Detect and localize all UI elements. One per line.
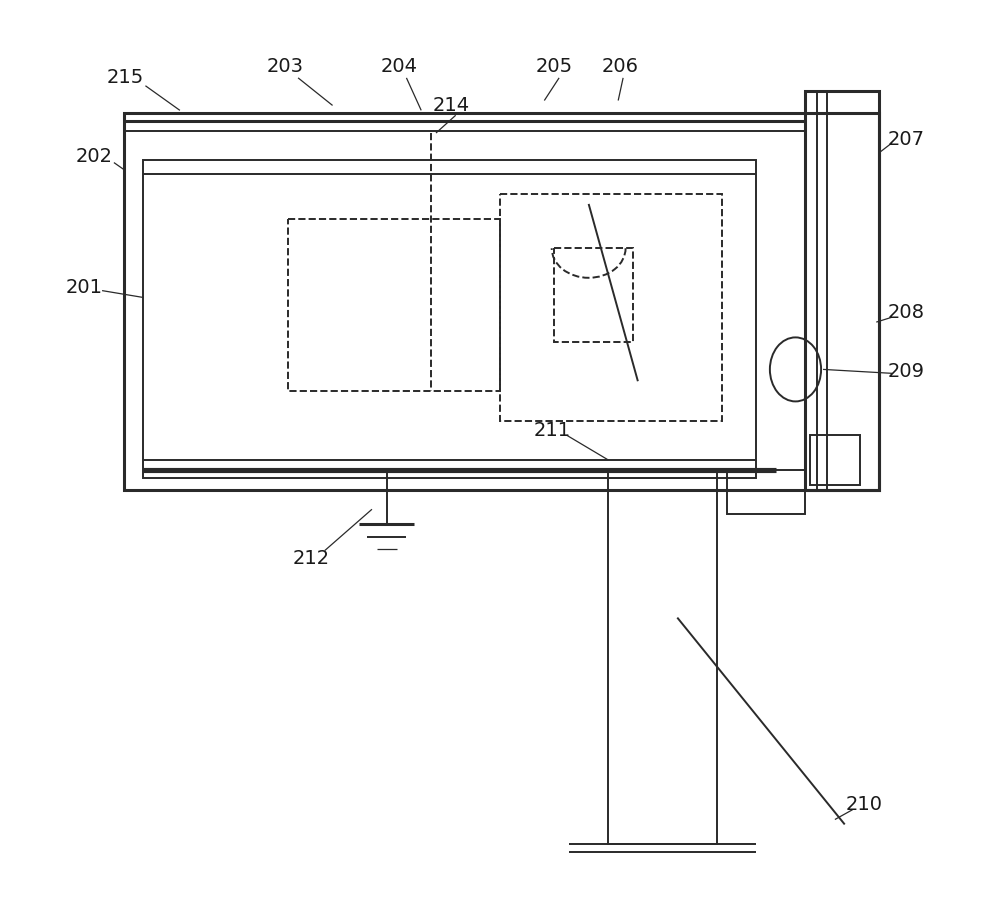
Text: 203: 203 — [267, 56, 304, 76]
Text: 201: 201 — [66, 278, 103, 297]
Bar — [727, 470, 805, 514]
Bar — [608, 478, 717, 845]
Bar — [143, 160, 756, 478]
Text: 211: 211 — [534, 421, 571, 440]
Text: 208: 208 — [887, 302, 924, 322]
Text: 210: 210 — [846, 796, 883, 814]
Text: 204: 204 — [381, 56, 418, 76]
Bar — [805, 90, 879, 490]
Text: 206: 206 — [602, 56, 639, 76]
Bar — [810, 435, 860, 485]
Text: 214: 214 — [432, 96, 469, 115]
Bar — [288, 219, 500, 391]
Text: 207: 207 — [887, 130, 924, 149]
Bar — [124, 113, 879, 490]
Bar — [554, 248, 633, 342]
Text: 212: 212 — [292, 549, 329, 568]
Text: 215: 215 — [107, 68, 144, 88]
Text: 205: 205 — [536, 56, 573, 76]
Text: 209: 209 — [887, 361, 924, 381]
Text: 202: 202 — [76, 148, 113, 166]
Bar — [500, 195, 722, 420]
